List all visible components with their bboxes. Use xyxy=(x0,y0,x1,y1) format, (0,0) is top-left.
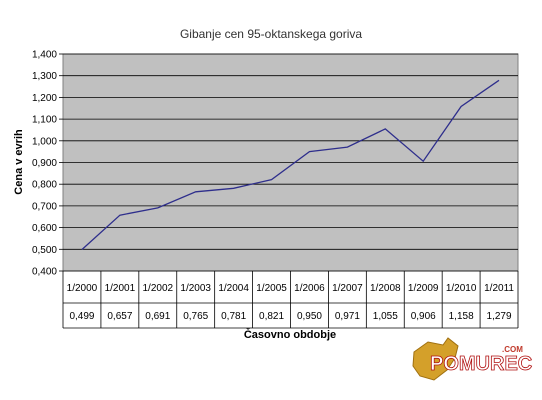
value-label: 1,279 xyxy=(487,311,512,322)
category-label: 1/2002 xyxy=(142,283,173,294)
chart-title: Gibanje cen 95-oktanskega goriva xyxy=(180,27,362,41)
x-axis-title: Časovno obdobje xyxy=(244,328,336,341)
logo-text: POMUREC xyxy=(430,353,532,375)
value-label: 1,055 xyxy=(373,311,398,322)
y-tick-label: 1,300 xyxy=(32,71,57,82)
y-tick-label: 0,400 xyxy=(32,267,57,278)
value-label: 1,158 xyxy=(449,311,474,322)
y-tick-label: 1,400 xyxy=(32,50,57,61)
y-tick-label: 0,600 xyxy=(32,223,57,234)
category-label: 1/2000 xyxy=(67,283,98,294)
y-axis-ticks: 0,400 0,500 0,600 0,700 0,800 0,900 1,000 1,100… xyxy=(32,50,63,278)
y-tick-label: 0,500 xyxy=(32,245,57,256)
y-tick-label: 1,100 xyxy=(32,115,57,126)
category-label: 1/2011 xyxy=(484,283,514,294)
category-label: 1/2010 xyxy=(446,283,477,294)
value-label: 0,765 xyxy=(183,311,208,322)
category-label: 1/2006 xyxy=(294,283,325,294)
value-label: 0,821 xyxy=(259,311,284,322)
data-table: 1/2000 0,499 1/2001 0,657 1/2002 0,691 1/2003 0… xyxy=(62,271,519,329)
category-label: 1/2008 xyxy=(370,283,401,294)
category-label: 1/2009 xyxy=(408,283,439,294)
category-label: 1/2004 xyxy=(218,283,249,294)
value-label: 0,781 xyxy=(221,311,246,322)
y-axis-title: Cena v evrih xyxy=(13,129,25,195)
y-tick-label: 0,900 xyxy=(32,158,57,169)
y-tick-label: 0,700 xyxy=(32,201,57,212)
logo-shape xyxy=(412,337,459,381)
logo-com: .COM xyxy=(502,345,523,354)
value-label: 0,691 xyxy=(145,311,170,322)
value-label: 0,950 xyxy=(297,311,322,322)
y-tick-label: 0,800 xyxy=(32,180,57,191)
category-label: 1/2001 xyxy=(105,283,136,294)
value-label: 0,499 xyxy=(69,311,94,322)
pomurec-logo: POMUREC .COM xyxy=(412,337,533,381)
value-label: 0,971 xyxy=(335,311,360,322)
value-label: 0,657 xyxy=(107,311,132,322)
category-label: 1/2003 xyxy=(180,283,211,294)
series-line xyxy=(81,79,500,250)
y-tick-label: 1,000 xyxy=(32,136,57,147)
value-label: 0,906 xyxy=(411,311,436,322)
category-label: 1/2007 xyxy=(332,283,363,294)
category-label: 1/2005 xyxy=(256,283,287,294)
y-tick-label: 1,200 xyxy=(32,93,57,104)
